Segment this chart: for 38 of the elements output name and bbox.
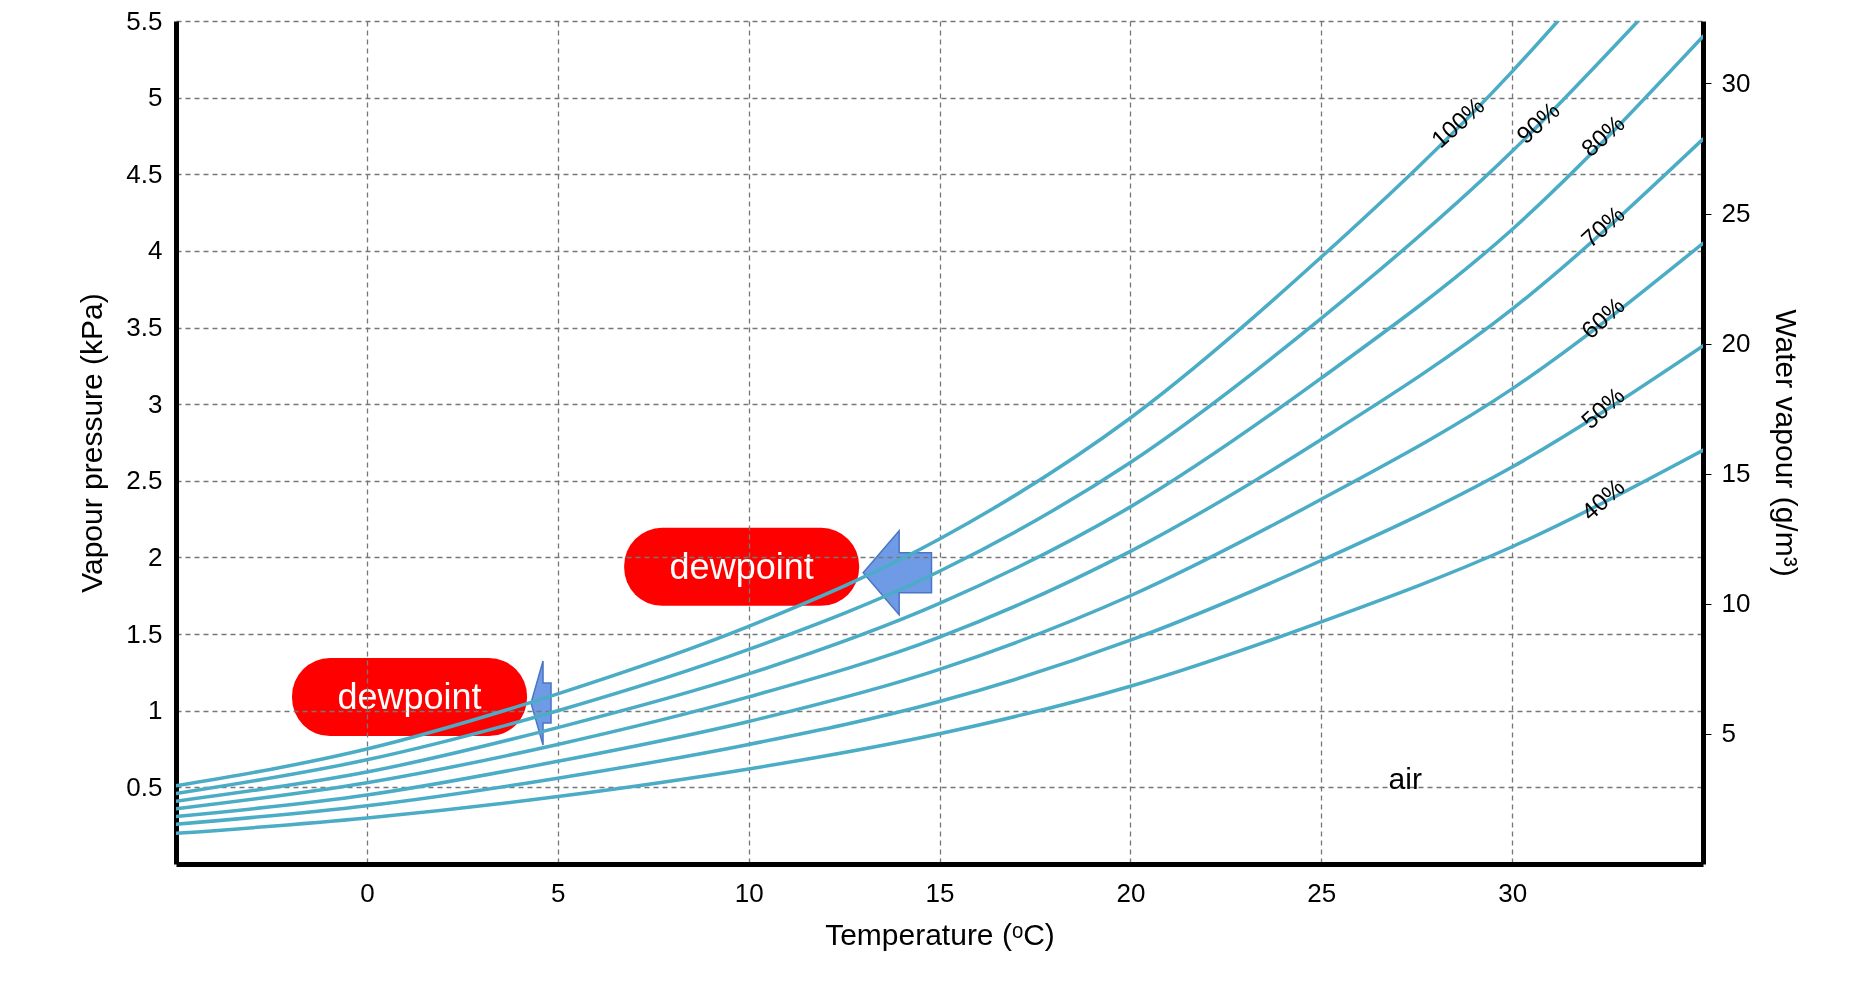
y-tick-label: 3.5 <box>126 312 163 343</box>
x-tick-label: 25 <box>1307 877 1337 908</box>
text: 80% <box>1575 109 1630 162</box>
y-axis-title: Vapour pressure (kPa) <box>75 293 109 593</box>
y-tick-label: 4.5 <box>126 158 163 189</box>
line-series <box>176 344 1703 826</box>
annotation: dewpoint <box>669 545 814 587</box>
line-series <box>176 448 1703 836</box>
y-tick-label: 3 <box>148 388 163 419</box>
x-tick-label: 15 <box>925 877 955 908</box>
text: 60% <box>1575 291 1630 344</box>
text: 50% <box>1575 381 1630 434</box>
y-tick-label: 1.5 <box>126 618 163 649</box>
x-tick-label: 10 <box>734 877 764 908</box>
annotation: air <box>1388 761 1422 795</box>
y2-axis-title: Water vapour (g/m³) <box>1770 309 1804 577</box>
y-tick-label: 5.5 <box>126 5 163 36</box>
x-tick-label: 30 <box>1498 877 1528 908</box>
y2-tick-label: 5 <box>1721 718 1736 749</box>
y2-tick-label: 10 <box>1721 588 1751 619</box>
y-tick-label: 2.5 <box>126 465 163 496</box>
y-tick-label: 1 <box>148 695 163 726</box>
x-axis-title: Temperature (ᵒC) <box>825 917 1055 951</box>
y-tick-label: 4 <box>148 235 163 266</box>
y2-tick-label: 15 <box>1721 458 1751 489</box>
text: 40% <box>1575 473 1630 526</box>
y-tick-label: 2 <box>148 541 163 572</box>
annotation: dewpoint <box>337 676 482 718</box>
y2-tick-label: 20 <box>1721 328 1751 359</box>
x-tick-label: 5 <box>551 877 566 908</box>
y-tick-label: 5 <box>148 82 163 113</box>
y2-tick-label: 25 <box>1721 198 1751 229</box>
x-tick-label: 20 <box>1116 877 1146 908</box>
y2-tick-label: 30 <box>1721 67 1751 98</box>
text: 70% <box>1575 200 1630 253</box>
y-tick-label: 0.5 <box>126 771 163 802</box>
x-tick-label: 0 <box>360 877 375 908</box>
text: 90% <box>1510 96 1565 149</box>
